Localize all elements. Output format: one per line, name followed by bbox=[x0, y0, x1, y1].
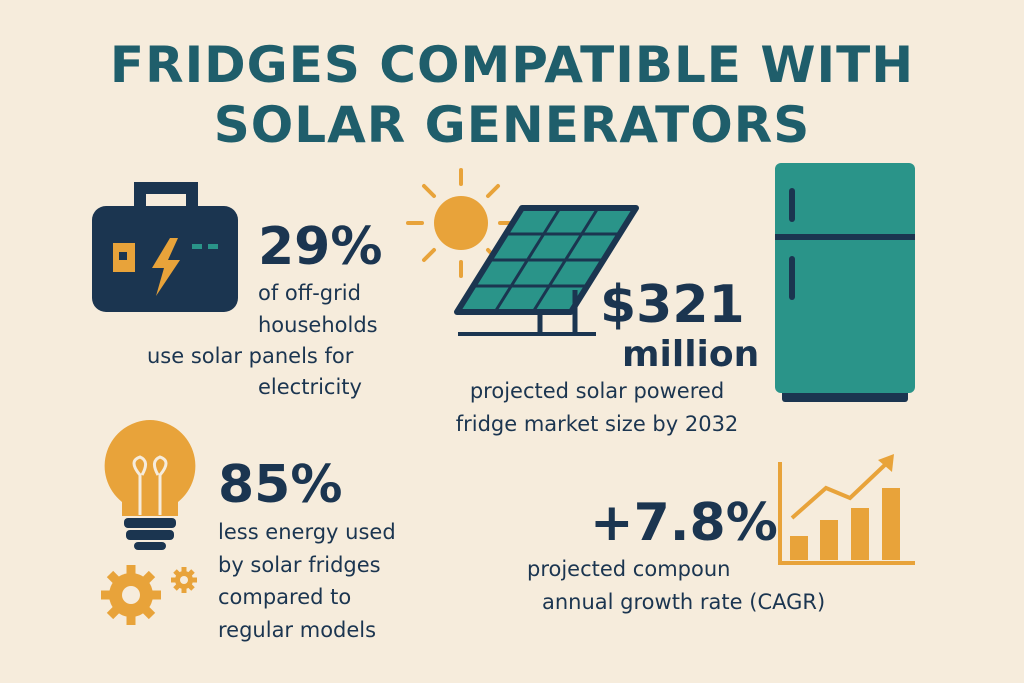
gears-icon bbox=[101, 565, 197, 625]
stat-text: use solar panels for bbox=[147, 344, 354, 368]
title-line: SOLAR GENERATORS bbox=[214, 96, 811, 154]
solar-panel-icon bbox=[454, 205, 639, 336]
title-line: FRIDGES COMPATIBLE WITH bbox=[110, 36, 914, 94]
stat-value: +7.8% bbox=[590, 493, 778, 553]
stat-text: fridge market size by 2032 bbox=[456, 412, 739, 436]
stat-unit: million bbox=[622, 334, 759, 375]
fridge-icon bbox=[775, 163, 915, 402]
stat-text: projected solar powered bbox=[470, 379, 724, 403]
stat-value: 29% bbox=[258, 217, 382, 277]
generator-icon bbox=[92, 182, 238, 312]
stat-text: by solar fridges bbox=[218, 553, 381, 577]
stat-text: compared to bbox=[218, 585, 351, 609]
stat-text: regular models bbox=[218, 618, 376, 642]
stat-text: of off-grid bbox=[258, 281, 361, 305]
stat-value: 85% bbox=[218, 455, 342, 515]
bulb-icon bbox=[104, 420, 196, 550]
stat-text: projected compoun bbox=[527, 557, 730, 581]
stat-text: less energy used bbox=[218, 520, 396, 544]
stat-text: annual growth rate (CAGR) bbox=[542, 590, 825, 614]
growth-icon bbox=[778, 454, 915, 565]
stat-text: households bbox=[258, 313, 378, 337]
stat-text: electricity bbox=[258, 375, 362, 399]
stat-value: $321 bbox=[600, 275, 745, 335]
